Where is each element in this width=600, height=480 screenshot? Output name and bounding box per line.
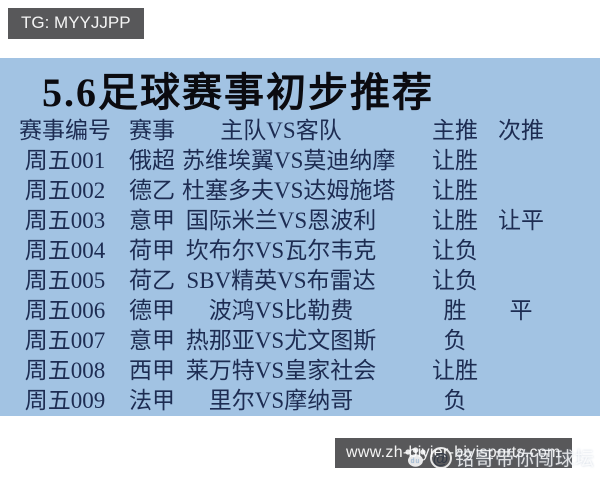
column-header-second-pick: 次推: [498, 118, 544, 143]
table-row: 周五001 俄超 苏维埃翼VS莫迪纳摩 让胜: [0, 146, 600, 176]
watermark-text: 铭哥带你闯球坛: [455, 449, 596, 470]
cell-teams: SBV精英VS布雷达: [186, 268, 376, 293]
column-header-code: 赛事编号: [19, 118, 111, 143]
cell-league: 俄超: [129, 148, 175, 173]
cell-teams: 坎布尔VS瓦尔韦克: [185, 238, 377, 263]
recommendations-panel: 5.6足球赛事初步推荐 赛事编号 赛事 主队VS客队 主推 次推 周五001 俄超…: [0, 58, 600, 470]
cell-main: 让胜: [432, 208, 478, 233]
cell-code: 周五007: [24, 328, 106, 353]
svg-text:du: du: [411, 458, 421, 465]
cell-league: 意甲: [129, 208, 175, 233]
table-row: 周五006 德甲 波鸿VS比勒费 胜 平: [0, 296, 600, 326]
cell-main: 让胜: [432, 148, 478, 173]
cell-second: 平: [509, 298, 533, 323]
cell-main: 让负: [432, 268, 478, 293]
table-row: 周五003 意甲 国际米兰VS恩波利 让胜 让平: [0, 206, 600, 236]
column-header-teams: 主队VS客队: [220, 118, 342, 143]
table-row: 周五009 法甲 里尔VS摩纳哥 负: [0, 386, 600, 416]
table-row: 周五005 荷乙 SBV精英VS布雷达 让负: [0, 266, 600, 296]
cell-league: 意甲: [129, 328, 175, 353]
table-row: 周五002 德乙 杜塞多夫VS达姆施塔 让胜: [0, 176, 600, 206]
cell-main: 让负: [432, 238, 478, 263]
at-sign-logo: @: [430, 446, 452, 469]
cell-code: 周五008: [24, 358, 106, 383]
cell-code: 周五001: [24, 148, 106, 173]
cell-teams: 莱万特VS皇家社会: [185, 358, 377, 383]
cell-code: 周五009: [24, 388, 106, 413]
cell-teams: 杜塞多夫VS达姆施塔: [182, 178, 396, 203]
match-table: 赛事编号 赛事 主队VS客队 主推 次推 周五001 俄超 苏维埃翼VS莫迪纳摩 让胜…: [0, 116, 600, 416]
cell-league: 德乙: [129, 178, 175, 203]
cell-code: 周五003: [24, 208, 106, 233]
cell-code: 周五004: [24, 238, 106, 263]
cell-main: 让胜: [432, 358, 478, 383]
cell-teams: 波鸿VS比勒费: [208, 298, 354, 323]
cell-league: 德甲: [129, 298, 175, 323]
table-header-row: 赛事编号 赛事 主队VS客队 主推 次推: [0, 116, 600, 146]
column-header-league: 赛事: [129, 118, 175, 143]
cell-main: 负: [443, 388, 467, 413]
cell-league: 西甲: [129, 358, 175, 383]
cell-teams: 热那亚VS尤文图斯: [185, 328, 377, 353]
match-table-rows: 周五001 俄超 苏维埃翼VS莫迪纳摩 让胜 周五002 德乙 杜塞多夫VS达姆施塔 让胜 周五…: [0, 146, 600, 416]
telegram-contact-badge: TG: MYYJJPP: [8, 8, 144, 39]
page-title: 5.6足球赛事初步推荐: [42, 70, 434, 115]
cell-league: 法甲: [129, 388, 175, 413]
cell-main: 负: [443, 328, 467, 353]
table-row: 周五004 荷甲 坎布尔VS瓦尔韦克 让负: [0, 236, 600, 266]
cell-main: 胜: [443, 298, 467, 323]
paw-icon: du: [405, 447, 426, 467]
table-row: 周五008 西甲 莱万特VS皇家社会 让胜: [0, 356, 600, 386]
website-badge: www.zh-biyier-biyisports.com: [335, 438, 572, 468]
table-row: 周五007 意甲 热那亚VS尤文图斯 负: [0, 326, 600, 356]
cell-teams: 苏维埃翼VS莫迪纳摩: [182, 148, 396, 173]
column-header-main-pick: 主推: [432, 118, 478, 143]
cell-code: 周五002: [24, 178, 106, 203]
cell-code: 周五006: [24, 298, 106, 323]
cell-second: 让平: [498, 208, 544, 233]
cell-league: 荷乙: [129, 268, 175, 293]
cell-main: 让胜: [432, 178, 478, 203]
cell-code: 周五005: [24, 268, 106, 293]
cell-league: 荷甲: [129, 238, 175, 263]
watermark: du @ 铭哥带你闯球坛: [404, 444, 595, 471]
cell-teams: 里尔VS摩纳哥: [208, 388, 354, 413]
cell-teams: 国际米兰VS恩波利: [185, 208, 377, 233]
